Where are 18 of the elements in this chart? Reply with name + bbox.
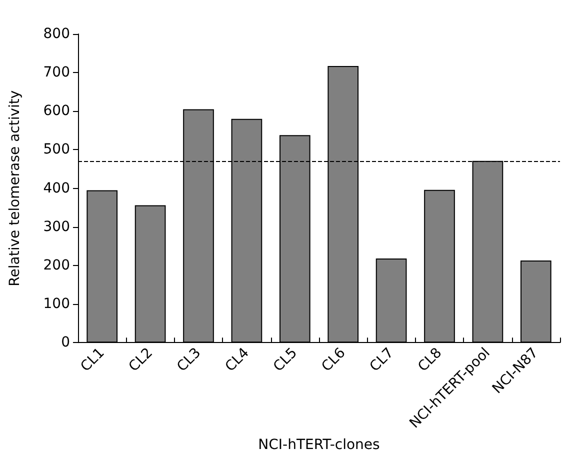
x-tick-label: CL6 — [318, 344, 349, 375]
y-tick-label: 100 — [43, 296, 70, 312]
x-tick-label: CL3 — [174, 344, 204, 375]
y-tick-label: 500 — [43, 142, 70, 158]
y-tick-label: 200 — [43, 257, 70, 274]
x-tick-label: CL2 — [126, 344, 156, 375]
y-axis-title: Relative telomerase activity — [7, 90, 23, 286]
x-tick-label: CL4 — [222, 344, 252, 375]
y-tick-label: 600 — [43, 103, 70, 120]
x-tick-label: CL1 — [78, 344, 108, 375]
y-tick-label: 700 — [43, 64, 70, 81]
x-tick-label: CL7 — [366, 344, 397, 375]
y-tick-label: 800 — [43, 26, 70, 42]
x-axis-title: NCI-hTERT-clones — [258, 437, 380, 453]
x-tick-label: CL5 — [270, 344, 301, 375]
y-tick-label: 400 — [43, 180, 70, 196]
y-tick-label: 0 — [61, 334, 70, 351]
y-tick-label: 300 — [43, 218, 70, 235]
